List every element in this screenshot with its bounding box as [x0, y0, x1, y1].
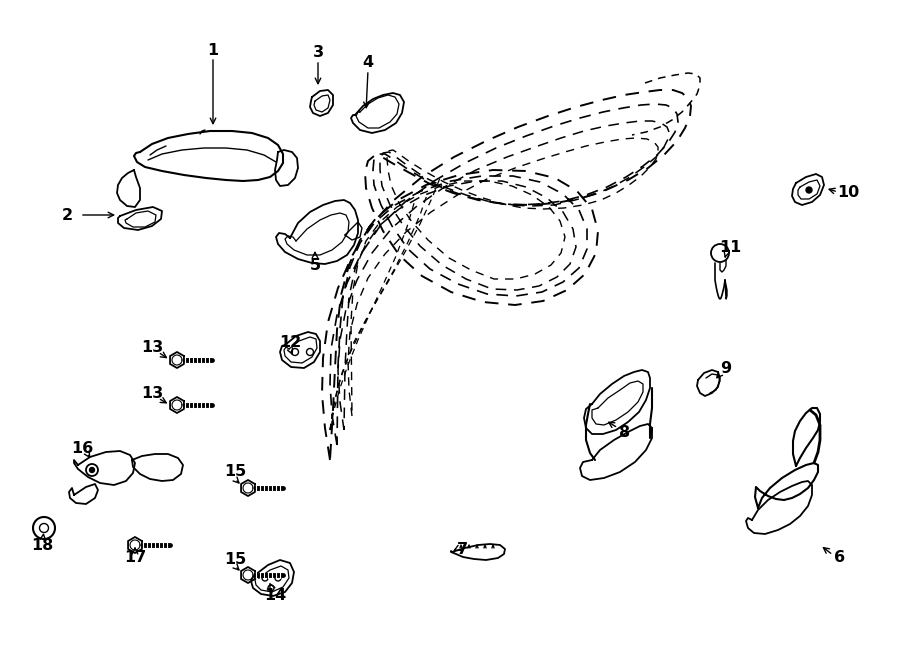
Text: 13: 13 [141, 385, 163, 401]
Text: 7: 7 [456, 542, 468, 557]
Circle shape [33, 517, 55, 539]
Circle shape [89, 467, 94, 473]
Text: 5: 5 [310, 258, 320, 273]
Text: 11: 11 [719, 240, 741, 254]
Text: 14: 14 [264, 587, 286, 602]
Circle shape [292, 348, 299, 355]
Text: 12: 12 [279, 334, 302, 350]
Text: 2: 2 [61, 207, 73, 222]
Circle shape [711, 244, 729, 262]
Circle shape [86, 464, 98, 476]
Circle shape [307, 348, 313, 355]
Text: 18: 18 [31, 538, 53, 553]
Text: 3: 3 [312, 44, 324, 60]
Text: 16: 16 [71, 440, 93, 455]
Text: 1: 1 [207, 42, 219, 58]
Text: 13: 13 [141, 340, 163, 354]
Text: 8: 8 [619, 424, 631, 440]
Circle shape [40, 524, 49, 532]
Text: 6: 6 [834, 551, 846, 565]
Circle shape [275, 575, 281, 581]
Text: 17: 17 [124, 551, 146, 565]
Text: 10: 10 [837, 185, 859, 199]
Text: 4: 4 [363, 54, 374, 70]
Circle shape [262, 575, 268, 581]
Text: 15: 15 [224, 465, 246, 479]
Circle shape [806, 187, 812, 193]
Text: 15: 15 [224, 553, 246, 567]
Circle shape [268, 585, 274, 591]
Text: 9: 9 [720, 361, 732, 375]
